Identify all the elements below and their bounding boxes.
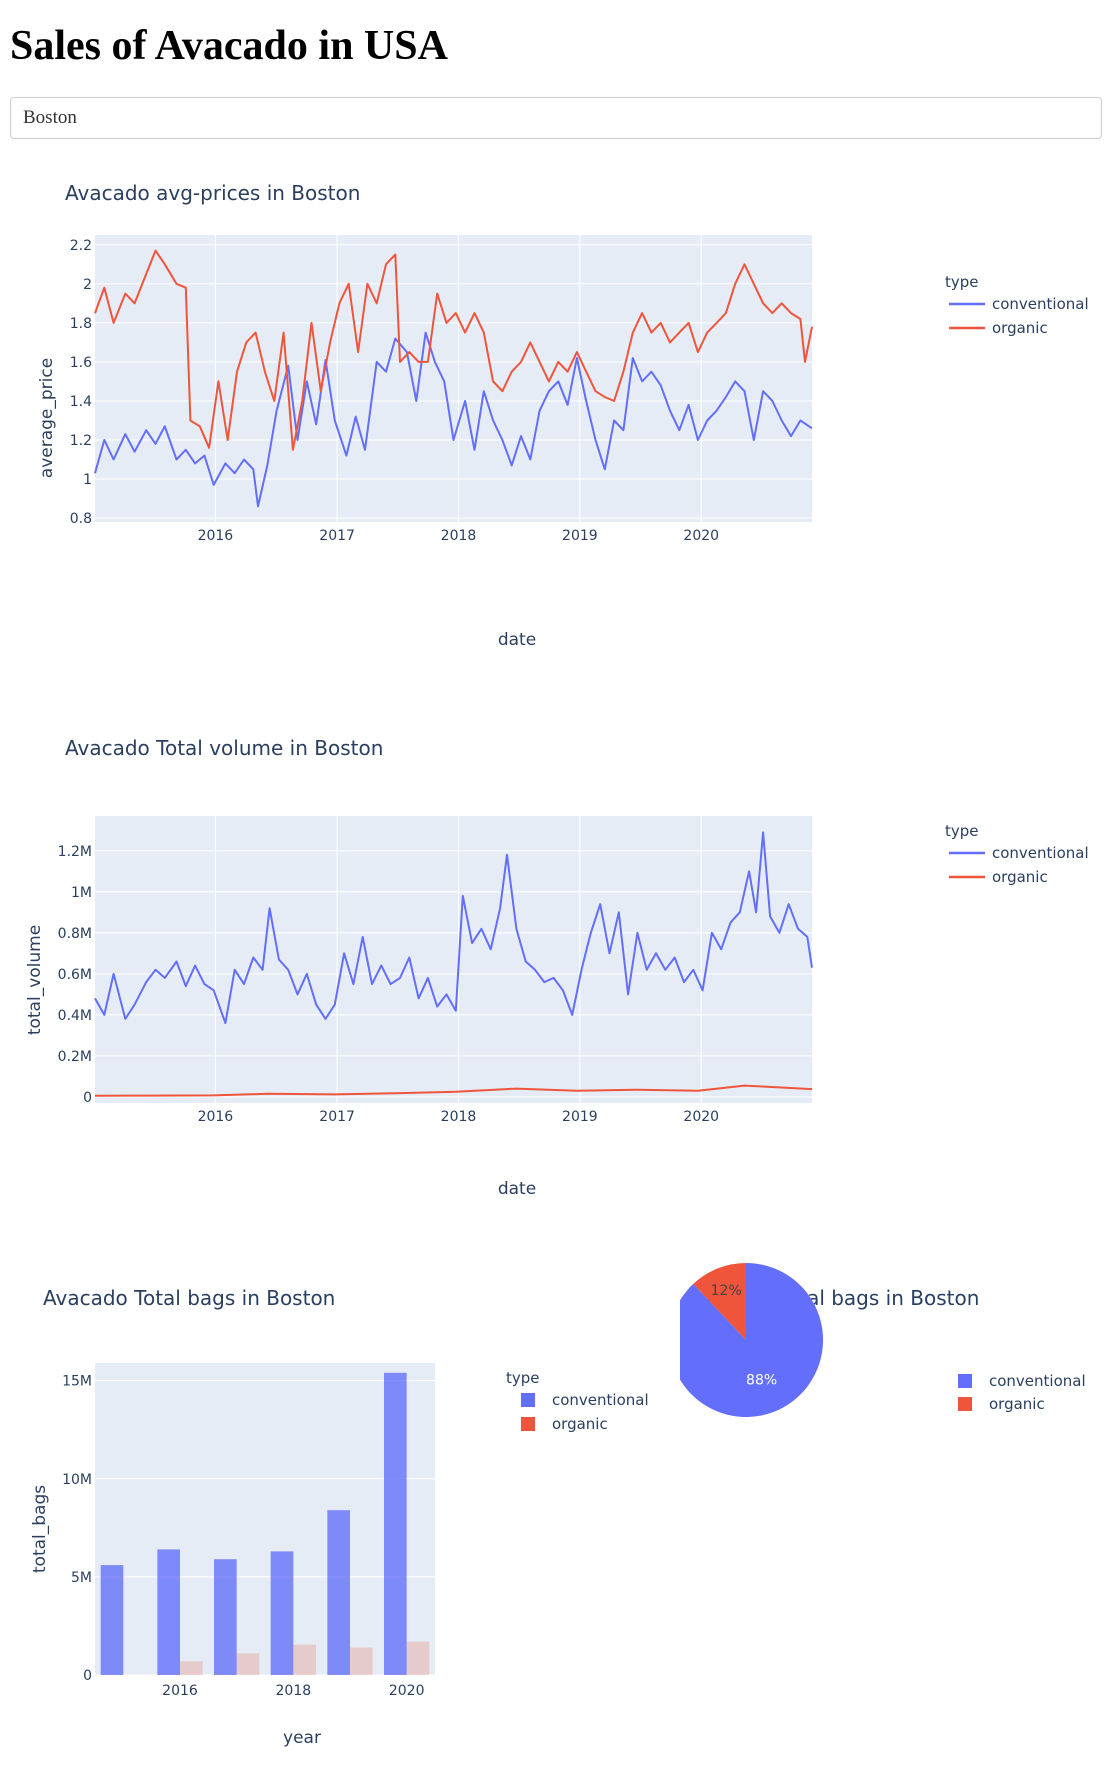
x-tick-label: 2018 — [276, 1683, 312, 1699]
x-tick-label: 2017 — [319, 1109, 355, 1125]
legend-title: type — [506, 1369, 540, 1387]
y-tick-label: 2.2 — [70, 238, 92, 254]
bar-organic[interactable] — [180, 1661, 203, 1675]
y-tick-label: 0 — [83, 1668, 92, 1684]
pie-label-conventional: 88% — [746, 1372, 777, 1388]
y-tick-label: 1.2 — [70, 433, 92, 449]
city-dropdown[interactable]: Boston — [10, 97, 1102, 139]
plot-area — [95, 235, 812, 522]
bar-conventional[interactable] — [270, 1551, 294, 1675]
legend-title: type — [945, 273, 979, 291]
bar-conventional[interactable] — [157, 1549, 180, 1675]
y-tick-label: 1M — [71, 885, 92, 901]
y-tick-label: 15M — [62, 1374, 92, 1390]
y-tick-label: 1.8 — [70, 316, 92, 332]
x-tick-label: 2016 — [198, 528, 234, 544]
x-tick-label: 2019 — [562, 1109, 598, 1125]
y-axis-title: total_bags — [30, 1485, 50, 1573]
x-axis-title: date — [498, 1179, 536, 1199]
y-tick-label: 10M — [62, 1472, 92, 1488]
legend-label-conventional[interactable]: conventional — [989, 1372, 1086, 1390]
y-tick-label: 2 — [83, 277, 92, 293]
x-tick-label: 2018 — [441, 528, 477, 544]
x-tick-label: 2019 — [562, 528, 598, 544]
y-tick-label: 0.6M — [58, 967, 92, 983]
pie-slice-organic[interactable] — [693, 1263, 746, 1340]
bar-organic[interactable] — [350, 1647, 373, 1675]
x-tick-label: 2020 — [389, 1683, 425, 1699]
pie-label-organic: 12% — [711, 1283, 742, 1299]
x-tick-label: 2016 — [198, 1109, 234, 1125]
legend-swatch-conventional — [521, 1393, 535, 1407]
bar-organic[interactable] — [236, 1653, 260, 1675]
x-tick-label: 2017 — [319, 528, 355, 544]
plot-area — [95, 816, 812, 1103]
x-tick-label: 2020 — [683, 1109, 719, 1125]
legend-label-organic[interactable]: organic — [992, 319, 1048, 337]
bar-organic[interactable] — [293, 1644, 316, 1675]
total-bags-pie-chart: Avacado total bags in Boston conventiona… — [680, 1263, 1086, 1417]
total-bags-bar-chart: Avacado Total bags in Boston year total_… — [30, 1286, 649, 1748]
chart-title: Avacado Total volume in Boston — [65, 736, 383, 760]
legend-swatch-conventional — [958, 1374, 972, 1388]
y-axis-title: average_price — [37, 358, 57, 478]
legend-label-conventional[interactable]: conventional — [992, 295, 1089, 313]
y-tick-label: 1.2M — [58, 844, 92, 860]
y-tick-label: 0.8 — [70, 511, 92, 527]
y-axis-title: total_volume — [25, 925, 45, 1035]
series-line-conventional[interactable] — [94, 331, 813, 508]
chart-title: Avacado Total bags in Boston — [43, 1286, 335, 1310]
bar-conventional[interactable] — [100, 1565, 124, 1675]
series-line-organic[interactable] — [94, 249, 813, 451]
total-volume-chart: Avacado Total volume in Boston date tota… — [25, 736, 1089, 1199]
legend-label-organic[interactable]: organic — [552, 1415, 608, 1433]
series-line-organic[interactable] — [94, 1084, 813, 1097]
bar-conventional[interactable] — [327, 1510, 350, 1675]
series-line-conventional[interactable] — [94, 831, 813, 1025]
legend-label-conventional[interactable]: conventional — [992, 844, 1089, 862]
y-tick-label: 0.8M — [58, 926, 92, 942]
y-tick-label: 0 — [83, 1090, 92, 1106]
legend-label-organic[interactable]: organic — [992, 868, 1048, 886]
page-title: Sales of Avacado in USA — [10, 23, 448, 69]
x-axis-title: date — [498, 630, 536, 650]
chart-title: Avacado avg-prices in Boston — [65, 181, 360, 205]
bar-organic[interactable] — [406, 1641, 430, 1675]
x-axis-title: year — [283, 1728, 321, 1748]
x-tick-label: 2016 — [162, 1683, 198, 1699]
legend-label-organic[interactable]: organic — [989, 1395, 1045, 1413]
y-tick-label: 0.2M — [58, 1049, 92, 1065]
legend-label-conventional[interactable]: conventional — [552, 1391, 649, 1409]
y-tick-label: 0.4M — [58, 1008, 92, 1024]
legend-swatch-organic — [521, 1417, 535, 1431]
y-tick-label: 1.4 — [70, 394, 92, 410]
x-tick-label: 2018 — [441, 1109, 477, 1125]
legend-title: type — [945, 822, 979, 840]
y-tick-label: 1.6 — [70, 355, 92, 371]
bar-conventional[interactable] — [214, 1559, 237, 1675]
plot-area — [95, 1363, 435, 1675]
bar-conventional[interactable] — [384, 1372, 407, 1675]
pie-slice-conventional[interactable] — [680, 1263, 824, 1417]
avg-price-chart: Avacado avg-prices in Boston date averag… — [37, 181, 1089, 650]
x-tick-label: 2020 — [683, 528, 719, 544]
y-tick-label: 5M — [71, 1570, 92, 1586]
y-tick-label: 1 — [83, 472, 92, 488]
legend-swatch-organic — [958, 1397, 972, 1411]
